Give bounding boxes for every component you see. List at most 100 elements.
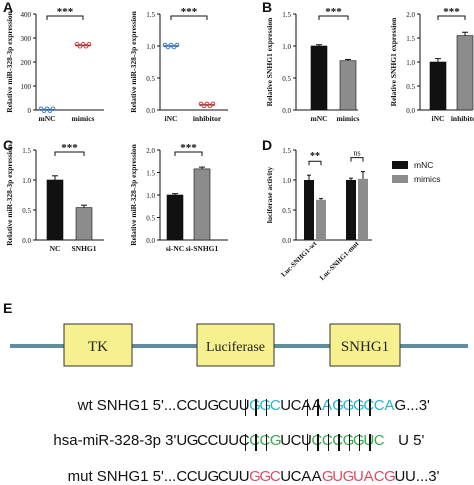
significance-bracket [437,15,466,20]
x-tick-label: SNHG1 [71,244,96,253]
base-pair-line [369,434,371,451]
y-tick-label: 1.5 [22,147,31,155]
wt-sequence-line: wt SNHG1 5'...CCUGCUUGGCUCAAAGGGCCAG...3… [32,380,430,414]
bar [166,194,184,241]
bar [316,199,326,240]
pairing-slot [282,434,292,452]
data-point [86,41,92,47]
base-pair-line [255,434,257,451]
mir-sequence-bases: UGCCUUCCCGUCUCCCGGUC [176,432,384,449]
y-tick-label: 0.0 [282,237,291,245]
y-tick-label: 1.5 [146,170,155,178]
data-point [74,41,80,47]
data-point [168,42,174,48]
chart-1: 0 100 200 300 400 Relative miR-328-3p express… [5,6,104,123]
mut-sequence-line: mut SNHG1 5'...CCUGCUUGGCUCAAGUGUACGUU..… [32,451,440,485]
pairing-slot [355,399,365,417]
nucleotide: U [228,397,240,414]
wt-sequence-end: G...3' [394,397,430,414]
x-tick-label: mimics [72,114,95,123]
nucleotide: U [197,397,208,414]
nucleotide: U [301,432,312,449]
snhg1-box [329,323,401,367]
nucleotide: A [301,468,312,485]
nucleotide: A [384,397,395,414]
data-point [80,41,86,47]
y-tick-label: 0.5 [146,75,155,83]
x-tick-label: iNC [165,114,178,123]
significance-bracket [308,160,322,166]
nucleotide: C [269,468,281,485]
y-tick-label: 1.0 [146,192,155,200]
x-tick-label: iNC [432,114,445,123]
nucleotide: G [207,397,220,414]
mut-sequence-bases: CCUGCUUGGCUCAAGUGUACGU [176,468,405,485]
data-point [44,106,50,112]
x-tick-label: si-SNHG1 [186,244,219,253]
x-tick-label: inhibitor [451,114,474,123]
chart-5: 0.0 0.5 1.0 1.5 Relative miR-328-3p expressi… [5,142,104,253]
nucleotide: U [197,468,208,485]
pairing-slot [241,399,251,417]
nucleotide: U [280,397,292,414]
data-point [198,101,204,107]
mut-sequence-label: mut SNHG1 5'... [67,468,177,485]
base-pair-line [338,434,340,451]
y-tick-label: 1.5 [406,35,415,43]
pairing-slot [251,399,261,417]
y-tick-label: 0.0 [146,237,155,245]
pairing-lines-top [168,399,386,417]
base-pair-line [327,434,330,451]
legend-swatch [392,175,408,183]
pairing-slot [168,434,178,452]
y-tick-label: 300 [21,35,32,43]
y-tick-label: 0.0 [22,237,31,245]
nucleotide: U [238,468,250,485]
y-tick-label: 1.0 [406,59,415,67]
nucleotide: C [332,432,343,449]
data-point [50,106,56,112]
bar [456,35,474,111]
chart-2: 0.0 0.5 1.0 1.5 Relative miR-328-3p expressi… [129,6,228,123]
y-axis-label: Relative miR-328-3p expression [5,10,14,112]
pairing-slot [303,434,313,452]
chart-4: 0.0 0.5 1.0 1.5 2.0 Relative SNHG1 expression… [389,6,474,123]
data-point [207,103,213,109]
nucleotide: G [332,397,344,414]
y-tick-label: 0.5 [406,83,415,91]
pairing-slot [220,434,230,452]
base-pair-line [255,399,257,416]
significance-label: *** [57,6,74,18]
y-tick-label: 0.5 [22,207,31,215]
data-point [47,108,53,114]
nucleotide: C [249,432,260,449]
wt-sequence-bases: CCUGCUUGGCUCAAAGGGCCA [176,397,394,414]
y-tick-label: 100 [21,83,32,91]
significance-label: *** [443,6,460,18]
data-point [210,101,216,107]
nucleotide: C [217,397,229,414]
pairing-slot [345,399,355,417]
y-tick-label: 0.5 [282,75,291,83]
x-tick-label: mNC [38,114,55,123]
data-point [204,101,210,107]
nucleotide: C [290,468,302,485]
nucleotide: G [353,397,365,414]
nucleotide: G [321,468,334,485]
data-point [77,43,83,49]
nucleotide: U [176,432,188,449]
nucleotide: C [363,397,374,414]
pairing-slot [210,434,220,452]
x-tick-label: si-NC [166,244,184,253]
data-point [162,42,168,48]
nucleotide: C [322,432,333,449]
bar [429,61,447,111]
significance-label: *** [180,142,197,154]
data-point [165,44,171,50]
data-point [83,43,89,49]
nucleotide: U [332,468,344,485]
nucleotide: U [352,468,364,485]
base-pair-line [307,434,309,451]
bar [75,207,93,241]
nucleotide: G [343,432,355,449]
